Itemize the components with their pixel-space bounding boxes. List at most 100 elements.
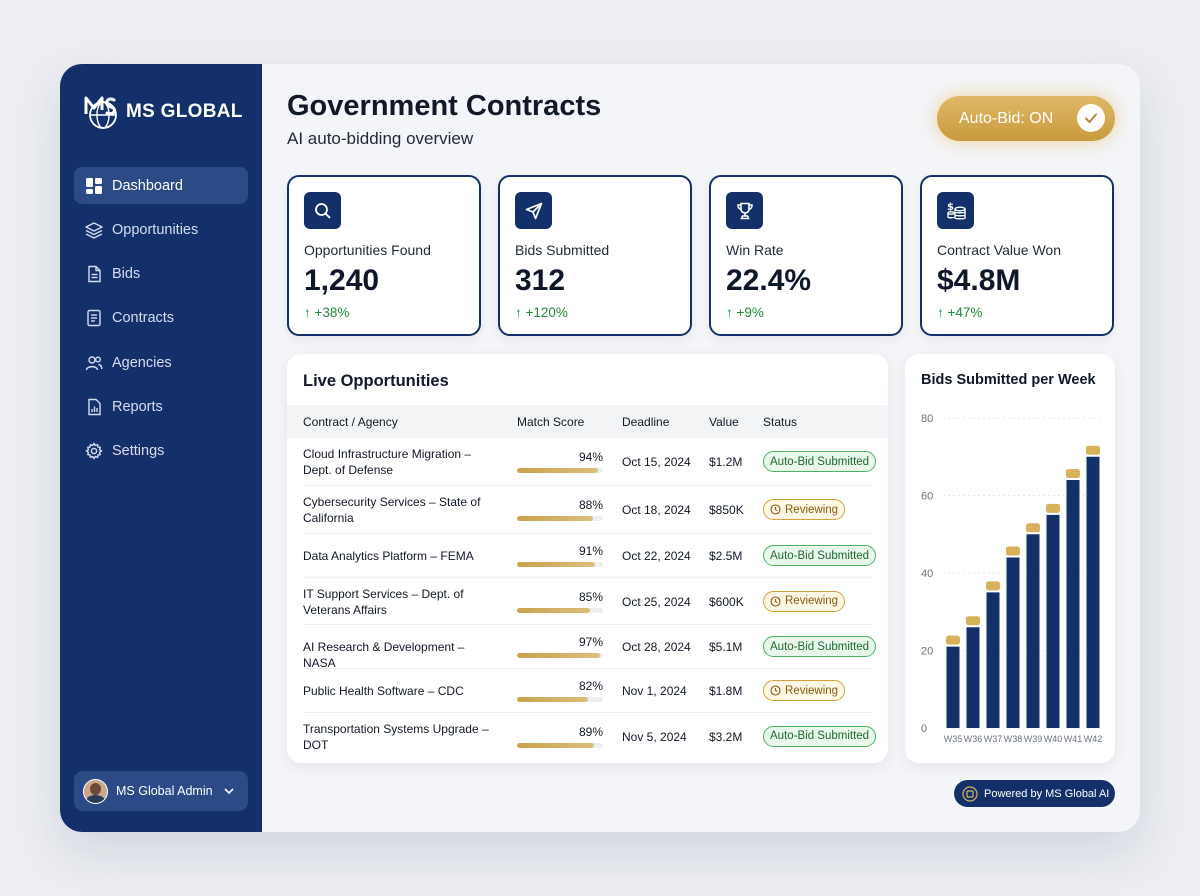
search-icon xyxy=(304,192,341,229)
stat-card-bids[interactable]: Bids Submitted 312 ↑ +120% xyxy=(498,175,692,336)
bar xyxy=(1086,456,1100,728)
stat-value: $4.8M xyxy=(937,264,1021,297)
row-divider xyxy=(303,485,872,486)
bar xyxy=(986,592,1000,728)
status-badge[interactable]: Reviewing xyxy=(763,590,846,612)
status-label: Reviewing xyxy=(785,684,839,697)
stat-card-opportunities[interactable]: Opportunities Found 1,240 ↑ +38% xyxy=(287,175,481,336)
y-tick-label: 60 xyxy=(921,491,933,503)
column-header-contract[interactable]: Contract / Agency xyxy=(303,415,398,429)
contract-name: Transportation Systems Upgrade – DOT xyxy=(303,721,489,752)
sidebar-item-label: Agencies xyxy=(112,354,172,371)
match-score-bar xyxy=(517,742,603,748)
x-tick-label: W39 xyxy=(1024,734,1043,744)
match-score-fill xyxy=(517,607,591,613)
user-menu[interactable]: MS Global Admin xyxy=(74,771,248,811)
auto-bid-toggle[interactable]: Auto-Bid: ON xyxy=(937,96,1115,141)
stat-value: 22.4% xyxy=(726,264,812,297)
x-tick-label: W41 xyxy=(1064,734,1083,744)
column-header-match-score[interactable]: Match Score xyxy=(517,415,585,429)
x-tick-label: W37 xyxy=(984,734,1003,744)
bar-cap xyxy=(1046,503,1060,513)
table-row[interactable]: Cybersecurity Services – State of Califo… xyxy=(287,486,888,534)
contract-value: $1.2M xyxy=(709,455,743,469)
bar-cap xyxy=(986,581,1000,591)
table-row[interactable]: Public Health Software – CDC 82% Nov 1, 20… xyxy=(287,669,888,713)
match-score-bar xyxy=(517,562,603,567)
x-tick-label: W42 xyxy=(1084,734,1103,744)
row-divider xyxy=(303,577,872,578)
sidebar-item-label: Opportunities xyxy=(112,221,199,238)
live-opportunities-card: Live Opportunities Contract / Agency Mat… xyxy=(287,354,888,763)
x-tick-label: W35 xyxy=(944,734,963,744)
sidebar-item-label: Contracts xyxy=(112,310,175,327)
app-window: MS GLOBAL Dashboard Opportunities Bids C… xyxy=(60,64,1140,832)
layers-icon xyxy=(85,222,103,239)
column-header-value[interactable]: Value xyxy=(709,415,739,429)
stat-change: ↑ +9% xyxy=(726,305,764,320)
send-icon xyxy=(515,192,552,229)
status-badge[interactable]: Auto-Bid Submitted xyxy=(763,725,877,747)
column-header-status[interactable]: Status xyxy=(763,415,798,429)
sidebar-nav: Dashboard Opportunities Bids Contracts A… xyxy=(74,167,248,477)
match-score-value: 88% xyxy=(578,498,603,512)
table-row[interactable]: AI Research & Development – NASA 97% Oct 2… xyxy=(287,625,888,670)
deadline: Oct 15, 2024 xyxy=(622,455,691,469)
match-score-value: 89% xyxy=(578,724,603,739)
status-label: Auto-Bid Submitted xyxy=(770,730,870,742)
stat-card-contract-value[interactable]: $ Contract Value Won $4.8M ↑ +47% xyxy=(920,175,1114,336)
table-row[interactable]: Transportation Systems Upgrade – DOT 89% N… xyxy=(287,713,888,760)
powered-by-text: Powered by MS Global AI xyxy=(984,787,1110,800)
match-score-value: 85% xyxy=(578,589,603,604)
table-row[interactable]: Cloud Infrastructure Migration – Dept. o… xyxy=(287,438,888,486)
status-badge[interactable]: Reviewing xyxy=(763,680,846,701)
status-label: Auto-Bid Submitted xyxy=(770,640,870,653)
y-tick-label: 0 xyxy=(921,723,927,735)
bar xyxy=(1066,480,1080,728)
match-score-value: 94% xyxy=(578,450,603,464)
bar xyxy=(1026,534,1040,728)
bar-cap xyxy=(946,635,960,645)
sidebar-item-settings[interactable]: Settings xyxy=(74,433,248,470)
stat-card-win-rate[interactable]: Win Rate 22.4% ↑ +9% xyxy=(709,175,903,336)
stat-value: 1,240 xyxy=(304,264,380,297)
sidebar-item-contracts[interactable]: Contracts xyxy=(74,300,248,337)
stat-label: Contract Value Won xyxy=(937,242,1061,258)
status-badge[interactable]: Reviewing xyxy=(763,499,846,520)
chip-icon xyxy=(962,785,978,802)
sidebar-item-bids[interactable]: Bids xyxy=(74,256,248,293)
status-badge[interactable]: Auto-Bid Submitted xyxy=(763,451,877,472)
status-badge[interactable]: Auto-Bid Submitted xyxy=(763,636,877,657)
live-opportunities-title: Live Opportunities xyxy=(303,372,449,390)
stat-change: ↑ +47% xyxy=(937,305,983,320)
table-row[interactable]: IT Support Services – Dept. of Veterans … xyxy=(287,578,888,625)
clock-icon xyxy=(770,504,781,515)
bar-cap xyxy=(966,616,980,626)
contract-value: $1.8M xyxy=(709,684,743,698)
y-tick-label: 40 xyxy=(921,568,933,580)
brand-name: MS GLOBAL xyxy=(126,101,243,122)
clock-icon xyxy=(770,595,781,607)
status-badge[interactable]: Auto-Bid Submitted xyxy=(763,545,877,566)
contract-value: $600K xyxy=(709,594,744,609)
stat-label: Bids Submitted xyxy=(515,242,610,258)
match-score-bar xyxy=(517,516,603,521)
stat-value: 312 xyxy=(515,264,566,297)
match-score-fill xyxy=(517,653,601,658)
contract-value: $850K xyxy=(709,503,744,517)
contract-name: Public Health Software – CDC xyxy=(303,684,464,698)
stat-change: ↑ +120% xyxy=(515,305,568,320)
deadline: Oct 18, 2024 xyxy=(622,503,691,517)
sidebar-item-dashboard[interactable]: Dashboard xyxy=(74,167,248,204)
match-score-value: 82% xyxy=(578,679,603,693)
contract-name: Cloud Infrastructure Migration – Dept. o… xyxy=(303,447,472,477)
contract-name: IT Support Services – Dept. of Veterans … xyxy=(303,586,464,617)
trophy-icon xyxy=(726,192,763,229)
column-header-deadline[interactable]: Deadline xyxy=(622,415,670,429)
sidebar-item-reports[interactable]: Reports xyxy=(74,388,248,425)
contract-name: Cybersecurity Services – State of Califo… xyxy=(303,495,481,525)
bar xyxy=(1006,557,1020,728)
sidebar-item-agencies[interactable]: Agencies xyxy=(74,344,248,381)
sidebar-item-opportunities[interactable]: Opportunities xyxy=(74,211,248,248)
table-row[interactable]: Data Analytics Platform – FEMA 91% Oct 22,… xyxy=(287,534,888,578)
